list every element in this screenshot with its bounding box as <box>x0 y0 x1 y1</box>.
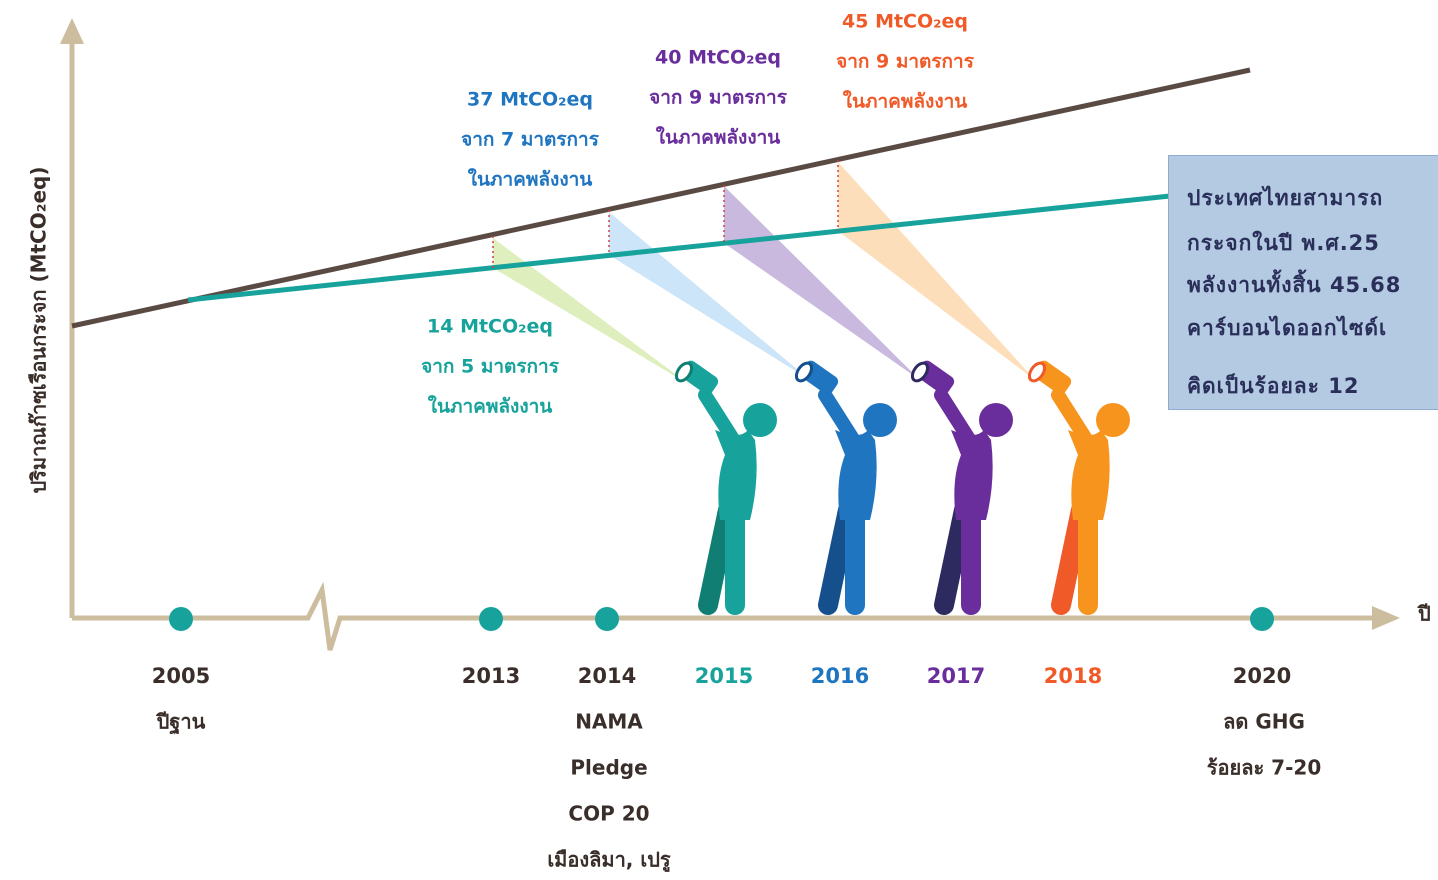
x-arrow <box>1372 606 1400 630</box>
info-line: ประเทศไทยสามารถ <box>1187 182 1383 215</box>
year-label: 2015 <box>695 664 753 688</box>
callout-sector: ในภาคพลังงาน <box>843 90 968 113</box>
x-axis-label: ปี <box>1417 602 1431 626</box>
year-label: 2005 <box>152 664 210 688</box>
figure <box>673 358 777 605</box>
year-note: ลด GHG <box>1223 710 1305 734</box>
year-label: 2014 <box>578 664 636 688</box>
callout-amount: 14 MtCO₂eq <box>427 316 553 338</box>
figure <box>1026 358 1130 605</box>
callout-measures: จาก 9 มาตรการ <box>836 51 975 73</box>
figure <box>793 358 897 605</box>
callout-sector: ในภาคพลังงาน <box>468 168 593 191</box>
info-line: พลังงานทั้งสิ้น 45.68 <box>1187 269 1401 302</box>
year-note: Pledge <box>570 756 647 780</box>
head <box>1096 403 1130 437</box>
callout-measures: จาก 9 มาตรการ <box>649 87 788 109</box>
year-note: NAMA <box>575 710 643 734</box>
head <box>979 403 1013 437</box>
year-note: เมืองลิมา, เปรู <box>547 848 671 874</box>
diagram: ปริมาณก๊าซเรือนกระจก (MtCO₂eq) ปี 2005 ปีฐา… <box>0 0 1438 880</box>
year-label: 2016 <box>811 664 869 688</box>
figures <box>673 358 1130 605</box>
callout-sector: ในภาคพลังงาน <box>656 126 781 149</box>
y-arrow <box>60 18 84 44</box>
year-note: ร้อยละ 7-20 <box>1207 756 1321 780</box>
year-label: 2020 <box>1233 664 1291 688</box>
year-note: COP 20 <box>568 802 649 826</box>
callout-sector: ในภาคพลังงาน <box>428 395 553 418</box>
beams <box>493 162 1035 385</box>
head <box>863 403 897 437</box>
info-line: คาร์บอนไดออกไซด์เ <box>1187 312 1387 345</box>
callout-amount: 37 MtCO₂eq <box>467 89 593 111</box>
callout-amount: 40 MtCO₂eq <box>655 47 781 69</box>
year-label: 2017 <box>927 664 985 688</box>
info-line: กระจกในปี พ.ศ.25 <box>1187 227 1380 260</box>
info-line: คิดเป็นร้อยละ 12 <box>1187 370 1359 403</box>
y-axis-label: ปริมาณก๊าซเรือนกระจก (MtCO₂eq) <box>27 166 51 493</box>
callout-amount: 45 MtCO₂eq <box>842 11 968 33</box>
page: ปริมาณก๊าซเรือนกระจก (MtCO₂eq) ปี 2005 ปีฐา… <box>0 0 1438 880</box>
year-label: 2018 <box>1044 664 1102 688</box>
figure <box>909 358 1013 605</box>
info-box: ประเทศไทยสามารถกระจกในปี พ.ศ.25 พลังงานทั… <box>1168 155 1438 410</box>
year-note: ปีฐาน <box>155 710 205 736</box>
head <box>743 403 777 437</box>
year-label: 2013 <box>462 664 520 688</box>
callout-measures: จาก 5 มาตรการ <box>421 356 560 378</box>
callout-measures: จาก 7 มาตรการ <box>461 129 600 151</box>
